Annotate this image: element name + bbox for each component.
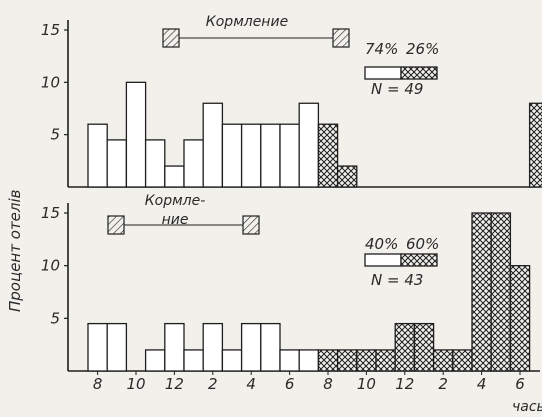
x-tick-label: 12 xyxy=(395,375,414,393)
night-bar xyxy=(317,123,339,188)
day-bar xyxy=(240,123,262,188)
x-tick-label: 10 xyxy=(126,375,145,393)
day-bar xyxy=(260,123,281,188)
legend-day-swatch xyxy=(364,66,402,80)
y-tick-label: 10 xyxy=(41,257,60,275)
night-bar xyxy=(356,349,377,372)
night-bar xyxy=(490,212,512,372)
day-bar xyxy=(183,139,204,188)
day-bar xyxy=(202,322,224,372)
y-tick-label: 15 xyxy=(41,204,60,222)
x-tick-label: 6 xyxy=(515,375,525,393)
day-bar xyxy=(298,349,320,372)
legend-percent-night: 26% xyxy=(406,40,439,58)
x-tick-label: 6 xyxy=(285,375,295,393)
x-tick-label: 4 xyxy=(246,375,256,393)
day-bar xyxy=(202,102,224,188)
legend-sample-size: N = 43 xyxy=(371,271,423,289)
x-axis: 8 10 12 2 4 6 8 10 12 2 4 6 xyxy=(93,371,525,393)
day-bar xyxy=(144,349,166,372)
x-tick-label: 2 xyxy=(438,375,448,393)
legend-day-swatch xyxy=(364,253,402,267)
x-axis-label: часы xyxy=(512,399,542,415)
legend-sample-size: N = 49 xyxy=(371,80,423,98)
top-panel: 15 10 5 Кормление 74% 26% N = 49 xyxy=(41,14,542,188)
day-bar xyxy=(298,102,320,188)
night-bar xyxy=(375,349,396,372)
x-tick-label: 10 xyxy=(357,375,376,393)
day-bar xyxy=(87,123,108,188)
night-bar xyxy=(452,349,473,372)
legend-night-swatch xyxy=(400,253,438,267)
day-bar xyxy=(125,81,147,188)
legend-percent-day: 40% xyxy=(365,235,398,253)
night-bar xyxy=(471,212,492,372)
night-bar xyxy=(509,265,531,372)
day-bar xyxy=(106,139,128,188)
bottom-panel: 15 10 5 Кормле-ние 40% 60% N = 43 xyxy=(41,193,540,372)
x-tick-label: 8 xyxy=(323,375,333,393)
legend-night-swatch xyxy=(400,66,438,80)
x-tick-label: 8 xyxy=(93,375,103,393)
feeding-start-marker xyxy=(162,28,180,48)
day-bar xyxy=(164,322,185,372)
legend-percent-day: 74% xyxy=(365,40,398,58)
x-tick-label: 12 xyxy=(165,375,184,393)
y-tick-label: 10 xyxy=(41,73,60,91)
night-bar xyxy=(432,349,454,372)
day-bar xyxy=(183,349,204,372)
day-bar xyxy=(260,322,281,372)
day-bar xyxy=(221,123,243,188)
night-bar xyxy=(528,102,542,188)
legend-percent-night: 60% xyxy=(406,235,439,253)
day-bar xyxy=(221,349,243,372)
x-tick-label: 4 xyxy=(477,375,487,393)
day-bar xyxy=(279,123,300,188)
night-bar xyxy=(413,322,435,372)
y-tick-label: 5 xyxy=(50,309,60,327)
feeding-label: Кормле- xyxy=(145,193,206,209)
night-bar xyxy=(317,349,339,372)
night-bar xyxy=(336,349,358,372)
y-tick-label: 15 xyxy=(41,21,60,39)
day-bar xyxy=(240,322,262,372)
x-tick-label: 2 xyxy=(208,375,218,393)
day-bar xyxy=(164,165,185,188)
night-bar xyxy=(394,322,416,372)
y-tick-label: 5 xyxy=(50,126,60,144)
day-bar xyxy=(144,139,166,188)
day-bar xyxy=(106,322,128,372)
y-axis-label: Процент отелів xyxy=(6,189,24,312)
feeding-start-marker xyxy=(107,215,125,235)
feeding-end-marker xyxy=(332,28,350,48)
feeding-label: ние xyxy=(162,212,189,228)
night-bar xyxy=(336,165,358,188)
day-bar xyxy=(279,349,300,372)
feeding-label: Кормление xyxy=(206,14,288,30)
day-bar xyxy=(87,322,108,372)
feeding-end-marker xyxy=(242,215,260,235)
